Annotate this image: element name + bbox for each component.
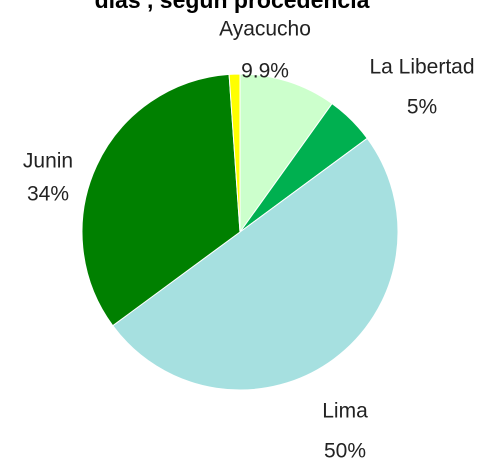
slice-label: Lima bbox=[322, 400, 368, 423]
pie-slice bbox=[228, 73, 241, 233]
pie-slice bbox=[112, 137, 399, 391]
value-label: 34% bbox=[27, 183, 69, 206]
chart-title: días , según procedencia bbox=[95, 0, 370, 13]
slice-label: Junin bbox=[23, 150, 73, 173]
value-label: 5% bbox=[407, 96, 437, 119]
value-label: 50% bbox=[324, 440, 366, 463]
value-label: 9.9% bbox=[241, 60, 289, 83]
slice-label: Ayacucho bbox=[219, 18, 311, 41]
slice-label: La Libertad bbox=[369, 56, 474, 79]
pie-slice bbox=[81, 73, 241, 327]
pie-slice bbox=[239, 73, 333, 234]
